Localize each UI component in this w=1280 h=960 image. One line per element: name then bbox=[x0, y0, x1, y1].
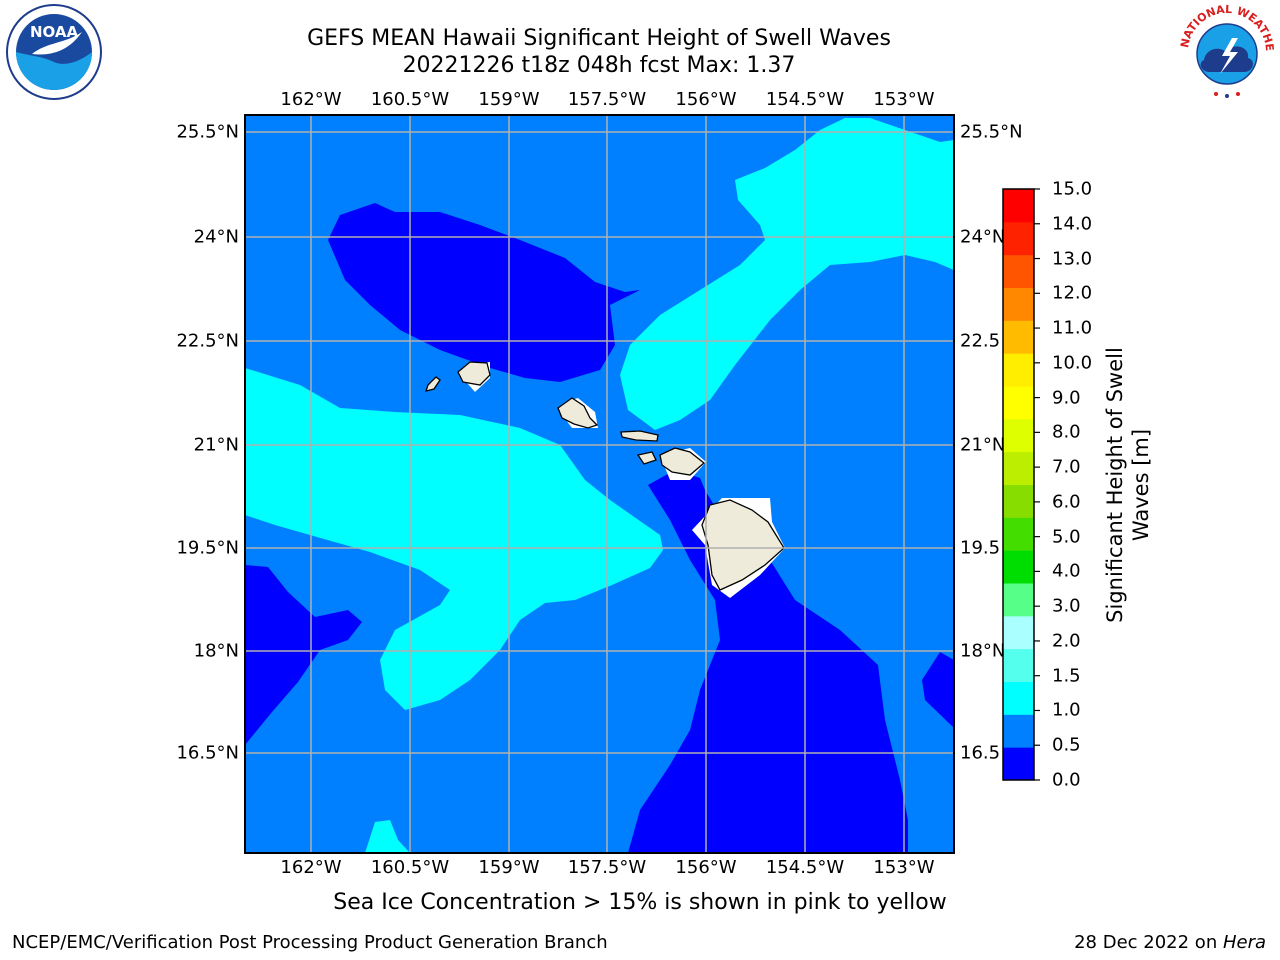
lat-tick-left: 24°N bbox=[193, 226, 239, 248]
colorbar-frame bbox=[1002, 188, 1035, 781]
lat-tick-right: 21°N bbox=[960, 434, 1006, 456]
map-title: GEFS MEAN Hawaii Significant Height of S… bbox=[307, 26, 891, 51]
lat-tick-left: 19.5°N bbox=[176, 537, 239, 559]
colorbar bbox=[1003, 188, 1040, 781]
lat-tick-left: 25.5°N bbox=[176, 121, 239, 143]
colorbar-tick-label: 12.0 bbox=[1052, 282, 1093, 304]
lon-tick-top: 153°W bbox=[873, 89, 935, 110]
colorbar-tick-label: 7.0 bbox=[1052, 456, 1081, 478]
lon-tick-bottom: 154.5°W bbox=[765, 857, 845, 878]
swell-band-0-0.5 bbox=[245, 565, 362, 745]
colorbar-segment bbox=[1003, 517, 1034, 551]
colorbar-tick-label: 5.0 bbox=[1052, 526, 1081, 548]
lat-tick-right: 16.5 bbox=[960, 742, 1001, 764]
colorbar-segment bbox=[1003, 320, 1034, 354]
colorbar-segment bbox=[1003, 287, 1034, 321]
colorbar-tick-label: 13.0 bbox=[1052, 248, 1093, 270]
island-niihau bbox=[425, 376, 441, 392]
lat-tick-left: 21°N bbox=[193, 434, 239, 456]
colorbar-tick-label: 2.0 bbox=[1052, 630, 1081, 652]
lon-tick-bottom: 157.5°W bbox=[567, 857, 647, 878]
lon-tick-top: 159°W bbox=[478, 89, 540, 110]
colorbar-segment bbox=[1003, 648, 1034, 682]
colorbar-tick-label: 4.0 bbox=[1052, 560, 1081, 582]
swell-band-0-0.5 bbox=[922, 652, 954, 728]
sea-ice-note: Sea Ice Concentration > 15% is shown in … bbox=[333, 890, 947, 915]
island-lanai bbox=[636, 451, 657, 465]
lat-tick-left: 16.5°N bbox=[176, 742, 239, 764]
lon-tick-bottom: 153°W bbox=[873, 857, 935, 878]
colorbar-segment bbox=[1003, 681, 1034, 715]
colorbar-tick-label: 8.0 bbox=[1052, 421, 1081, 443]
colorbar-segment bbox=[1003, 254, 1034, 288]
colorbar-tick-label: 1.0 bbox=[1052, 699, 1081, 721]
island-kauai bbox=[457, 361, 491, 386]
map-subtitle: 20221226 t18z 048h fcst Max: 1.37 bbox=[402, 53, 796, 78]
colorbar-segment bbox=[1003, 221, 1034, 256]
colorbar-segment bbox=[1003, 386, 1034, 420]
footer-date-text: 28 Dec 2022 on bbox=[1074, 932, 1223, 953]
colorbar-tick-label: 15.0 bbox=[1052, 178, 1093, 200]
swell-band-1.0-1.5 bbox=[620, 118, 954, 430]
colorbar-segment bbox=[1003, 583, 1034, 617]
footer-date: 28 Dec 2022 on Hera bbox=[1074, 932, 1266, 953]
colorbar-tick-label: 1.5 bbox=[1052, 665, 1081, 687]
swell-band-0-0.5 bbox=[328, 203, 640, 382]
island-molokai bbox=[620, 430, 659, 442]
swell-band-1.0-1.5 bbox=[365, 820, 410, 853]
lon-tick-bottom: 156°W bbox=[675, 857, 737, 878]
swell-band-1.0-1.5 bbox=[245, 368, 663, 710]
footer-branch: NCEP/EMC/Verification Post Processing Pr… bbox=[12, 932, 608, 953]
colorbar-tick-label: 0.0 bbox=[1052, 769, 1081, 791]
colorbar-segment bbox=[1003, 615, 1034, 650]
colorbar-tick-label: 14.0 bbox=[1052, 213, 1093, 235]
colorbar-segment bbox=[1003, 353, 1034, 387]
colorbar-segment bbox=[1003, 451, 1034, 485]
colorbar-tick-label: 10.0 bbox=[1052, 352, 1093, 374]
noaa-logo: NOAA bbox=[6, 4, 102, 100]
lon-tick-bottom: 159°W bbox=[478, 857, 540, 878]
lon-tick-bottom: 160.5°W bbox=[370, 857, 450, 878]
lat-tick-right: 22.5 bbox=[960, 330, 1001, 352]
lon-tick-top: 156°W bbox=[675, 89, 737, 110]
lat-tick-right: 24°N bbox=[960, 226, 1006, 248]
footer-machine: Hera bbox=[1222, 932, 1266, 953]
lon-tick-top: 157.5°W bbox=[567, 89, 647, 110]
lat-tick-right: 19.5 bbox=[960, 537, 1001, 559]
colorbar-segment bbox=[1003, 484, 1034, 518]
lat-tick-right: 18°N bbox=[960, 640, 1006, 662]
colorbar-tick-label: 9.0 bbox=[1052, 387, 1081, 409]
lon-tick-top: 162°W bbox=[280, 89, 342, 110]
island-oahu bbox=[557, 397, 599, 429]
colorbar-tick-label: 0.5 bbox=[1052, 734, 1081, 756]
noaa-logo-text: NOAA bbox=[30, 23, 79, 41]
grid-lines bbox=[245, 115, 954, 853]
colorbar-segment bbox=[1003, 550, 1034, 584]
lat-tick-left: 22.5°N bbox=[176, 330, 239, 352]
lon-tick-top: 160.5°W bbox=[370, 89, 450, 110]
lon-tick-bottom: 162°W bbox=[280, 857, 342, 878]
colorbar-segment bbox=[1003, 418, 1034, 453]
island-maui bbox=[659, 447, 706, 476]
island-hawaii bbox=[701, 499, 785, 591]
nws-logo: NATIONAL WEATHER SERVICE bbox=[1176, 2, 1276, 99]
colorbar-segment bbox=[1003, 714, 1034, 748]
swell-band-0-0.5 bbox=[628, 470, 908, 853]
colorbar-tick-label: 3.0 bbox=[1052, 595, 1081, 617]
lat-tick-left: 18°N bbox=[193, 640, 239, 662]
colorbar-segment bbox=[1003, 189, 1034, 223]
lat-tick-right: 25.5°N bbox=[960, 121, 1023, 143]
colorbar-label: Significant Height of Swell Waves [m] bbox=[1103, 347, 1153, 623]
colorbar-segment bbox=[1003, 747, 1034, 781]
map-frame bbox=[244, 114, 955, 854]
colorbar-tick-label: 6.0 bbox=[1052, 491, 1081, 513]
colorbar-tick-label: 11.0 bbox=[1052, 317, 1093, 339]
lon-tick-top: 154.5°W bbox=[765, 89, 845, 110]
